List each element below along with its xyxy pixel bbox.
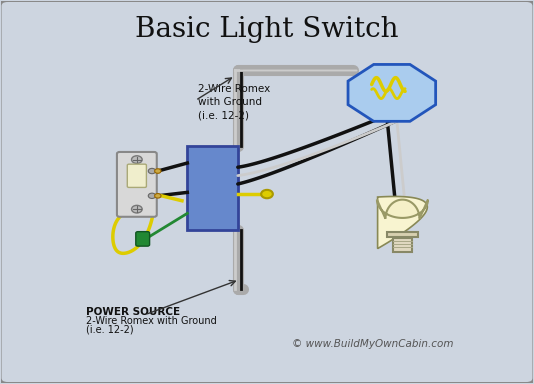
FancyBboxPatch shape: [387, 232, 419, 237]
Text: 2-Wire Romex
with Ground
(i.e. 12-2): 2-Wire Romex with Ground (i.e. 12-2): [198, 84, 270, 121]
Text: © www.BuildMyOwnCabin.com: © www.BuildMyOwnCabin.com: [293, 339, 454, 349]
Polygon shape: [348, 65, 436, 121]
Polygon shape: [378, 197, 427, 248]
FancyBboxPatch shape: [187, 146, 238, 230]
FancyBboxPatch shape: [117, 152, 157, 217]
FancyBboxPatch shape: [127, 164, 146, 187]
FancyBboxPatch shape: [393, 238, 412, 252]
FancyBboxPatch shape: [136, 232, 150, 246]
Text: POWER SOURCE: POWER SOURCE: [87, 307, 180, 317]
Text: 2-Wire Romex with Ground: 2-Wire Romex with Ground: [87, 316, 217, 326]
Text: (i.e. 12-2): (i.e. 12-2): [87, 324, 134, 334]
Circle shape: [148, 168, 156, 174]
Circle shape: [155, 194, 161, 198]
Circle shape: [261, 190, 273, 198]
Text: Basic Light Switch: Basic Light Switch: [135, 17, 399, 43]
Circle shape: [131, 156, 142, 164]
Polygon shape: [377, 200, 428, 218]
Circle shape: [155, 169, 161, 173]
Circle shape: [148, 193, 156, 199]
Circle shape: [131, 205, 142, 213]
